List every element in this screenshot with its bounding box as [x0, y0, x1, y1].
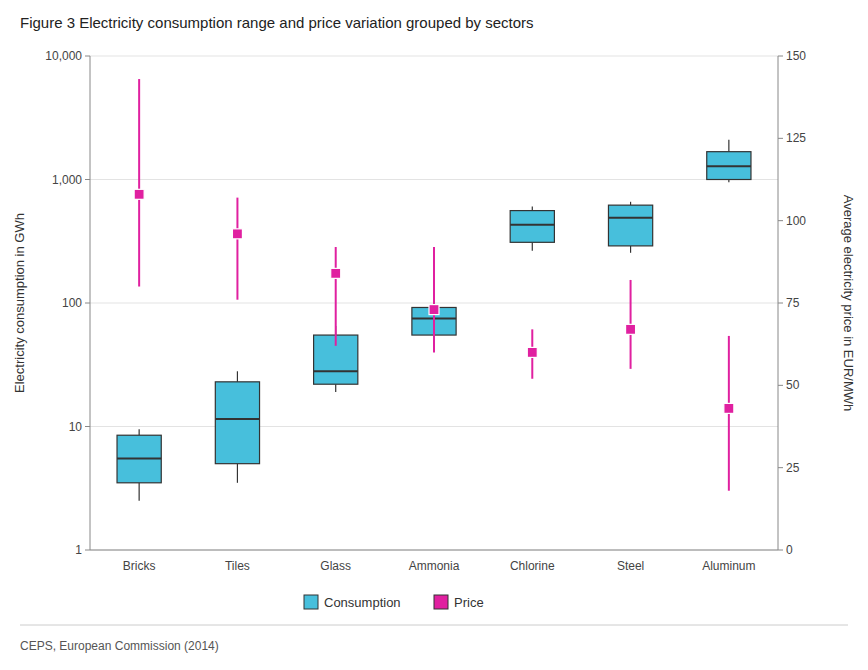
median: [608, 217, 652, 219]
box: [707, 152, 751, 180]
y2-tick-label: 50: [786, 378, 800, 392]
y2-tick-label: 0: [786, 543, 793, 557]
legend-label: Consumption: [324, 595, 401, 610]
price-marker: [626, 324, 636, 334]
grid-line: [90, 550, 778, 551]
chart: Figure 3 Electricity consumption range a…: [0, 0, 868, 670]
y2-axis-title: Average electricity price in EUR/MWh: [841, 195, 856, 412]
price-marker: [724, 403, 734, 413]
tick-mark: [85, 56, 90, 57]
whisker-high: [139, 429, 140, 435]
grid-line: [90, 56, 778, 57]
legend: Consumption Price: [304, 595, 484, 610]
median: [707, 165, 751, 167]
x-tick-label: Aluminum: [702, 559, 755, 573]
x-tick-label: Steel: [617, 559, 644, 573]
tick-mark: [85, 179, 90, 180]
price-marker: [232, 229, 242, 239]
tick-mark: [85, 426, 90, 427]
x-tick-label: Tiles: [225, 559, 250, 573]
legend-label: Price: [454, 595, 484, 610]
tick-mark: [778, 138, 783, 139]
price-marker: [429, 305, 439, 315]
y2-tick-label: 125: [786, 131, 806, 145]
box: [510, 211, 554, 243]
source: CEPS, European Commission (2014): [20, 639, 219, 653]
tick-mark: [778, 56, 783, 57]
whisker-low: [532, 242, 533, 250]
tick-mark: [85, 303, 90, 304]
whisker-low: [139, 483, 140, 501]
y2-tick-label: 150: [786, 49, 806, 63]
y-tick-label: 10: [69, 420, 83, 434]
legend-swatch: [304, 595, 318, 609]
whisker-low: [630, 246, 631, 253]
y-tick-label: 10,000: [45, 49, 82, 63]
x-tick-label: Glass: [320, 559, 351, 573]
tick-mark: [778, 303, 783, 304]
price-marker: [331, 268, 341, 278]
grid-line: [90, 426, 778, 427]
series-box: [117, 140, 751, 501]
tick-mark: [778, 220, 783, 221]
price-marker: [527, 347, 537, 357]
price-range: [335, 247, 337, 346]
whisker-high: [728, 140, 729, 152]
box: [117, 435, 161, 483]
box: [215, 382, 259, 464]
y2-tick-label: 75: [786, 296, 800, 310]
grid: [90, 56, 778, 550]
tick-mark: [778, 550, 783, 551]
price-range: [433, 247, 435, 352]
grid-line: [90, 179, 778, 180]
y2-axis-line: [778, 56, 779, 550]
median: [314, 370, 358, 372]
marks: [117, 79, 751, 501]
series-range: [134, 79, 734, 491]
tick-mark: [778, 385, 783, 386]
price-range: [236, 198, 238, 300]
tick-mark: [778, 467, 783, 468]
y-tick-label: 1: [75, 543, 82, 557]
y2-tick-label: 25: [786, 461, 800, 475]
separator: [20, 625, 848, 626]
x-tick-label: Bricks: [123, 559, 156, 573]
legend-swatch: [434, 595, 448, 609]
x-tick-label: Ammonia: [409, 559, 460, 573]
y-axis-title: Electricity consumption in GWh: [12, 213, 27, 393]
title: Figure 3 Electricity consumption range a…: [20, 14, 534, 31]
whisker-high: [532, 206, 533, 210]
median: [215, 418, 259, 420]
y-tick-label: 1,000: [52, 173, 82, 187]
x-axis-line: [90, 550, 778, 551]
whisker-high: [237, 371, 238, 382]
price-marker: [134, 189, 144, 199]
box: [608, 205, 652, 246]
median: [117, 458, 161, 460]
tick-mark: [85, 550, 90, 551]
whisker-low: [335, 384, 336, 392]
y2-tick-label: 100: [786, 214, 806, 228]
median: [510, 224, 554, 226]
y-tick-label: 100: [62, 296, 82, 310]
y-axis-line: [90, 56, 91, 550]
whisker-low: [237, 464, 238, 483]
x-tick-label: Chlorine: [510, 559, 555, 573]
price-range: [138, 79, 140, 286]
